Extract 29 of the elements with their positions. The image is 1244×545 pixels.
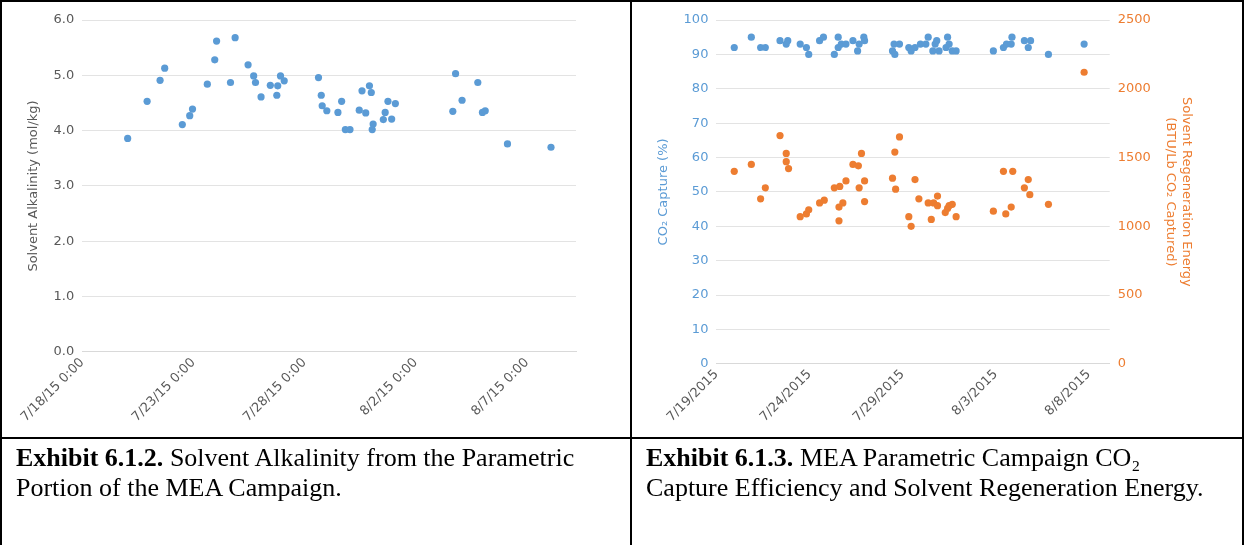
y-tick-label: 4.0 bbox=[53, 122, 75, 138]
y2-tick-label: 500 bbox=[1117, 286, 1143, 302]
y-tick-label: 10 bbox=[691, 320, 709, 336]
y-tick-label: 100 bbox=[683, 11, 709, 27]
y-tick-label: 80 bbox=[691, 80, 709, 96]
y2-tick-label: 1000 bbox=[1117, 217, 1151, 233]
y-tick-label: 0.0 bbox=[53, 343, 75, 359]
y-tick-label: 20 bbox=[691, 286, 709, 302]
y2-tick-label: 1500 bbox=[1117, 148, 1151, 164]
y-tick-label: 3.0 bbox=[53, 177, 75, 193]
y-tick-label: 60 bbox=[691, 148, 709, 164]
y2-tick-label: 0 bbox=[1117, 355, 1126, 371]
y-tick-label: 40 bbox=[691, 217, 709, 233]
y-axis-title: CO₂ Capture (%) bbox=[655, 138, 671, 246]
y-tick-label: 5.0 bbox=[53, 66, 75, 82]
text: Exhibit 6.1.3. MEA Parametric Campaign CO₂ Capture Efficiency and Solvent Regeneration Energy. bbox=[645, 442, 1205, 503]
y-tick-label: 70 bbox=[691, 114, 709, 130]
y-tick-label: 50 bbox=[691, 183, 709, 199]
text: Exhibit 6.1.2. Solvent Alkalinity from the Parametric Portion of the MEA Campaign. bbox=[15, 442, 576, 503]
y-axis-title: Solvent Alkalinity (mol/kg) bbox=[25, 100, 41, 272]
y-tick-label: 90 bbox=[691, 45, 709, 61]
y2-tick-label: 2000 bbox=[1117, 80, 1151, 96]
y-tick-label: 6.0 bbox=[53, 11, 75, 27]
y2-tick-label: 2500 bbox=[1117, 11, 1151, 27]
y-tick-label: 0 bbox=[700, 355, 709, 371]
y-tick-label: 2.0 bbox=[53, 232, 75, 248]
y-tick-label: 1.0 bbox=[53, 288, 75, 304]
y2-axis-title: Solvent Regeneration Energy (BTU/Lb CO₂ Captured) bbox=[1164, 97, 1195, 288]
y-tick-label: 30 bbox=[691, 252, 709, 268]
